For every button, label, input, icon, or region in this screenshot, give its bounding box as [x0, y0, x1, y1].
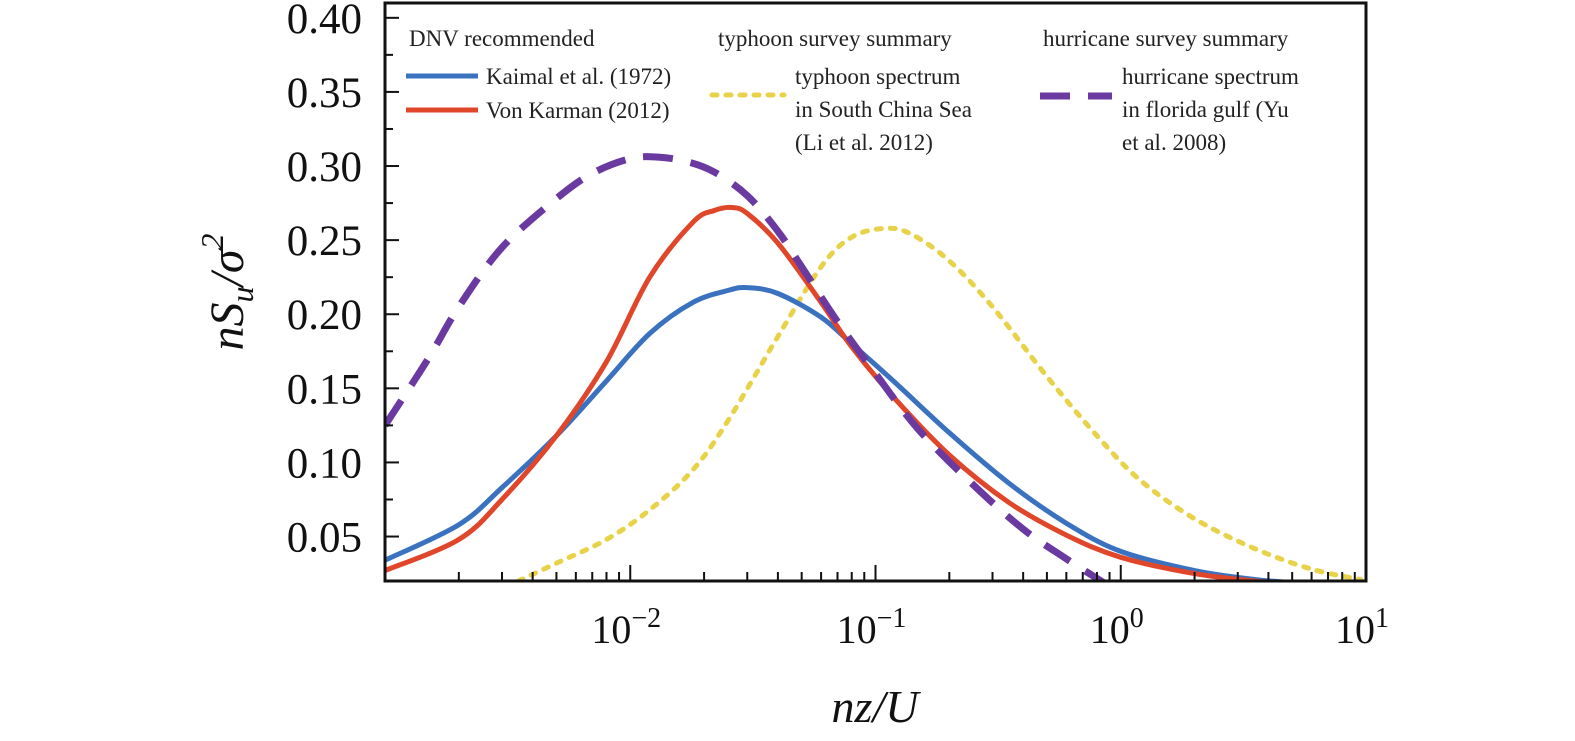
legend-group-heading: hurricane survey summary	[1043, 26, 1289, 51]
y-tick-label: 0.30	[287, 144, 362, 191]
legend-group-heading: DNV recommended	[409, 26, 595, 51]
x-tick-label: 101	[1335, 603, 1389, 652]
series-line-hurricane-spectrum-in-florida-gulf-yu-et	[385, 153, 1106, 581]
legend-entry-label: in South China Sea	[795, 97, 972, 122]
legend-entry-label: (Li et al. 2012)	[795, 130, 933, 155]
legend-entry-label: hurricane spectrum	[1122, 64, 1299, 89]
y-tick-label: 0.15	[287, 366, 362, 413]
legend-entry-label: et al. 2008)	[1122, 130, 1226, 155]
series-line-typhoon-spectrum-in-south-china-sea-li-e	[515, 225, 1363, 581]
legend-group-heading: typhoon survey summary	[718, 26, 952, 51]
y-axis-title: nSu/σ2	[194, 233, 260, 350]
y-tick-label: 0.35	[287, 70, 362, 117]
legend-entry-label: Von Karman (2012)	[486, 98, 670, 123]
plot-frame	[383, 1, 1368, 583]
labels-layer: 0.05 0.10 0.15 0.20 0.25 0.30 0.35 0.40 10−2 10−1…	[194, 0, 1389, 732]
x-tick-label: 10−1	[837, 603, 907, 652]
x-tick-label: 100	[1090, 603, 1144, 652]
x-tick-label: 10−2	[591, 603, 661, 652]
y-tick-label: 0.05	[287, 515, 362, 562]
y-tick-label: 0.20	[287, 292, 362, 339]
legend: DNV recommended Kaimal et al. (1972) Von K…	[406, 26, 1299, 155]
legend-entry-label: typhoon spectrum	[795, 64, 961, 89]
series-layer	[385, 153, 1363, 581]
y-tick-label: 0.40	[287, 0, 362, 43]
series-line-von-karman-2012	[385, 204, 1282, 581]
y-tick-label: 0.10	[287, 440, 362, 487]
x-axis-title: nz/U	[832, 681, 922, 732]
legend-entry-label: in florida gulf (Yu	[1122, 97, 1289, 122]
legend-entry-label: Kaimal et al. (1972)	[486, 64, 671, 89]
ticks-layer	[384, 16, 1356, 581]
y-tick-label: 0.25	[287, 218, 362, 265]
